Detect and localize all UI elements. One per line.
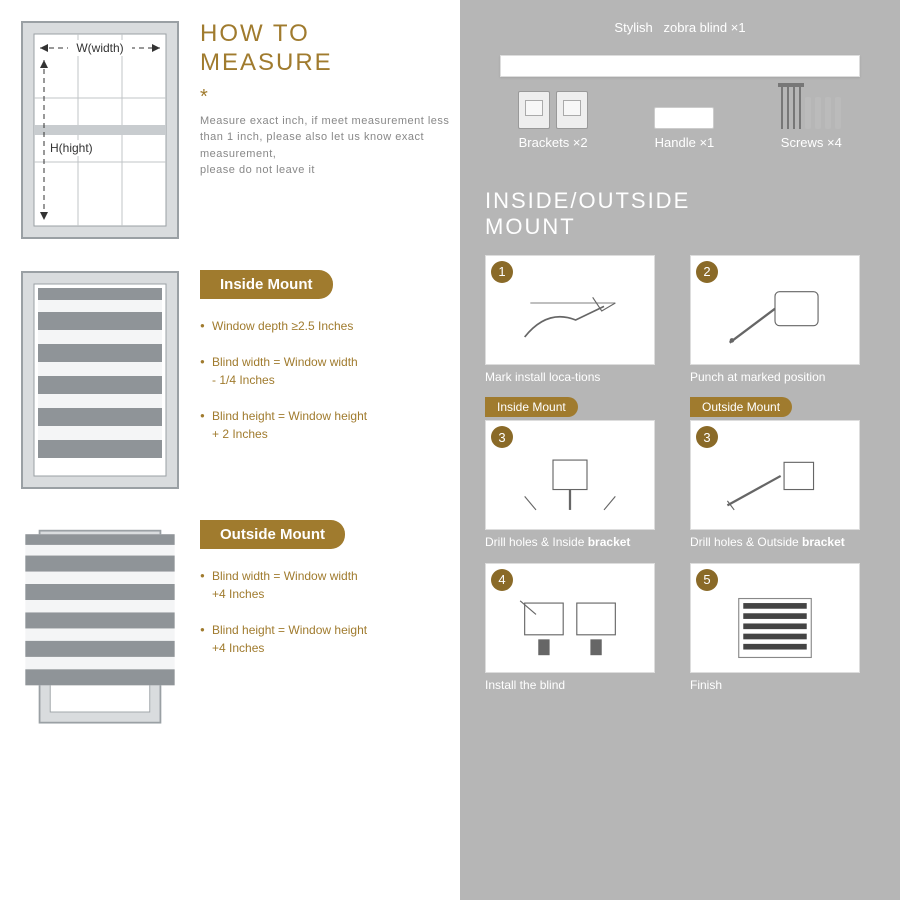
- window-measure-diagram: W(width) H(hight): [20, 20, 180, 240]
- list-item: Blind width = Window width - 1/4 Inches: [200, 353, 450, 389]
- step-caption: Punch at marked position: [690, 370, 875, 386]
- screws-part: Screws ×4: [781, 87, 842, 150]
- list-item: Blind height = Window height + 2 Inches: [200, 407, 450, 443]
- step-4: 4 Install the blind: [485, 563, 670, 694]
- screws-label: Screws ×4: [781, 135, 842, 150]
- measure-title-2: MEASURE: [200, 49, 333, 76]
- bracket-icon: [518, 91, 550, 129]
- left-column: W(width) H(hight) HOW TO MEASURE * Measu…: [0, 0, 460, 900]
- step-1: 1 Mark install loca-tions: [485, 255, 670, 386]
- step-illustration: 1: [485, 255, 655, 365]
- screw-icon: [781, 87, 783, 129]
- height-label-svg: H(hight): [50, 141, 93, 155]
- measure-info: HOW TO MEASURE * Measure exact inch, if …: [200, 20, 450, 179]
- step-3-inside: Inside Mount 3 Drill holes & Inside brac…: [485, 397, 670, 551]
- handle-icon: [654, 107, 714, 129]
- inside-bullets: Window depth ≥2.5 Inches Blind width = W…: [200, 317, 450, 443]
- outside-tag: Outside Mount: [690, 397, 792, 417]
- step-3-outside: Outside Mount 3 Drill holes & Outside br…: [690, 397, 875, 551]
- outside-bullets: Blind width = Window width +4 Inches Bli…: [200, 567, 450, 657]
- asterisk: *: [200, 86, 450, 109]
- step-illustration: 4: [485, 563, 655, 673]
- measure-note: Measure exact inch, if meet measurement …: [200, 113, 450, 179]
- headrail-label: Stylish zobra blind ×1: [485, 20, 875, 35]
- inside-info: Inside Mount Window depth ≥2.5 Inches Bl…: [200, 270, 450, 461]
- list-item: Window depth ≥2.5 Inches: [200, 317, 450, 335]
- step-illustration: 3: [690, 420, 860, 530]
- step-caption: Drill holes & Inside bracket: [485, 535, 670, 551]
- list-item: Blind width = Window width +4 Inches: [200, 567, 450, 603]
- step-caption: Install the blind: [485, 678, 670, 694]
- anchor-icon: [815, 97, 821, 129]
- handle-part: Handle ×1: [654, 107, 714, 150]
- window-inside-diagram: [20, 270, 180, 490]
- step-illustration: 3: [485, 420, 655, 530]
- step-illustration: 5: [690, 563, 860, 673]
- brackets-label: Brackets ×2: [519, 135, 588, 150]
- handle-label: Handle ×1: [655, 135, 715, 150]
- right-column: Stylish zobra blind ×1 Brackets ×2 Handl…: [460, 0, 900, 900]
- brackets-part: Brackets ×2: [518, 91, 588, 150]
- anchor-icon: [825, 97, 831, 129]
- mount-title-1: INSIDE/OUTSIDE: [485, 188, 690, 213]
- mount-title: INSIDE/OUTSIDE MOUNT: [485, 188, 875, 241]
- measure-row: W(width) H(hight) HOW TO MEASURE * Measu…: [20, 20, 450, 240]
- inside-row: Inside Mount Window depth ≥2.5 Inches Bl…: [20, 270, 450, 490]
- list-item: Blind height = Window height +4 Inches: [200, 621, 450, 657]
- step-5: 5 Finish: [690, 563, 875, 694]
- headrail-icon: [500, 55, 860, 77]
- screw-icon: [799, 87, 801, 129]
- step-caption: Drill holes & Outside bracket: [690, 535, 875, 551]
- anchor-icon: [805, 97, 811, 129]
- width-label-svg: W(width): [76, 41, 123, 55]
- screw-icon: [787, 87, 789, 129]
- step-caption: Finish: [690, 678, 875, 694]
- anchor-icon: [835, 97, 841, 129]
- outside-row: Outside Mount Blind width = Window width…: [20, 520, 450, 733]
- measure-title-1: HOW TO: [200, 20, 310, 47]
- inside-tag: Inside Mount: [485, 397, 578, 417]
- step-caption: Mark install loca-tions: [485, 370, 670, 386]
- outside-info: Outside Mount Blind width = Window width…: [200, 520, 450, 675]
- bracket-icon: [556, 91, 588, 129]
- screw-icon: [793, 87, 795, 129]
- inside-pill: Inside Mount: [200, 270, 333, 299]
- window-outside-diagram: [20, 520, 180, 733]
- measure-title: HOW TO MEASURE: [200, 20, 450, 78]
- parts-area: Stylish zobra blind ×1 Brackets ×2 Handl…: [485, 20, 875, 150]
- step-illustration: 2: [690, 255, 860, 365]
- step-2: 2 Punch at marked position: [690, 255, 875, 386]
- steps-grid: 1 Mark install loca-tions 2 Punch at mar…: [485, 255, 875, 694]
- mount-title-2: MOUNT: [485, 214, 576, 239]
- outside-pill: Outside Mount: [200, 520, 345, 549]
